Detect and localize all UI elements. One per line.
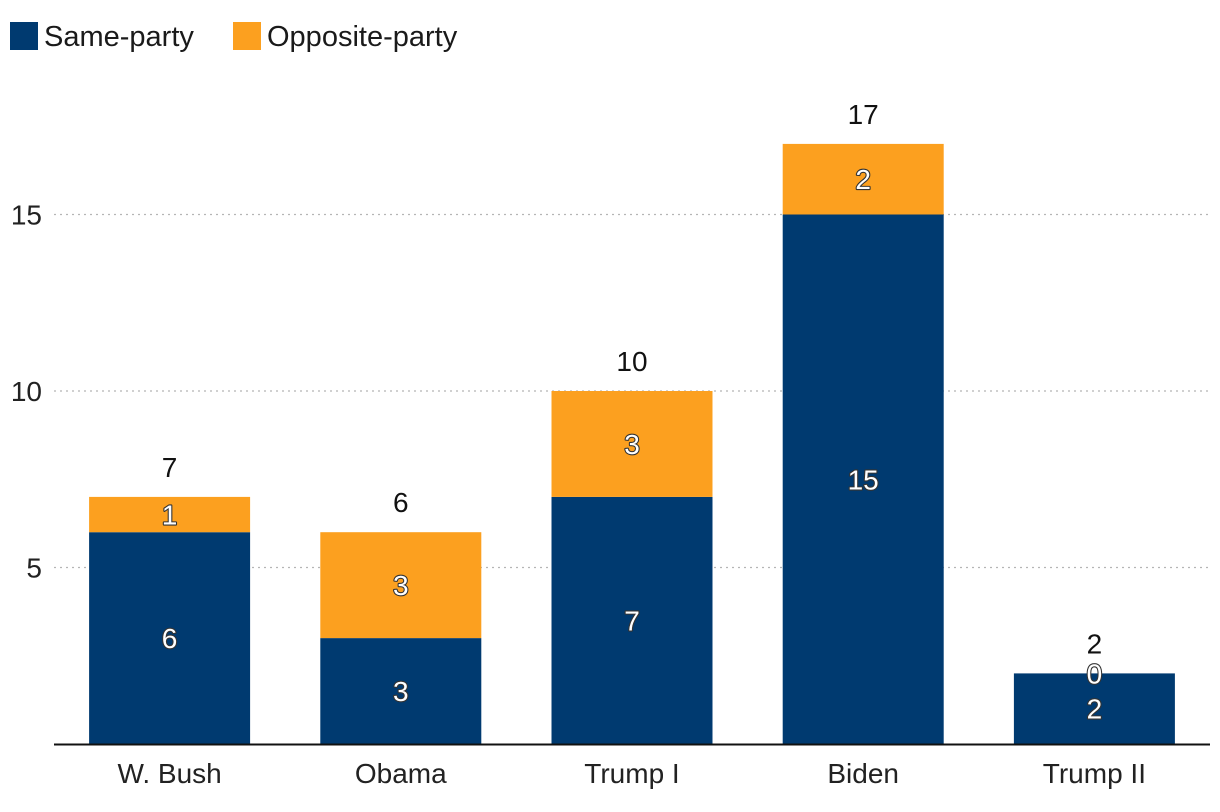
x-tick-label-4: Trump II [1043,758,1146,789]
total-label-0: 7 [162,452,178,483]
bar-same-party-0 [89,532,251,744]
bar-same-party-3 [782,214,944,744]
x-tick-label-0: W. Bush [117,758,221,789]
bar-opposite-party-3 [782,143,944,215]
total-label-3: 17 [848,99,879,130]
x-axis-ticks: W. Bush Obama Trump I Biden Trump II [117,758,1146,789]
legend-swatch-same-party [10,22,38,50]
x-tick-label-1: Obama [355,758,447,789]
bars [89,143,1175,744]
bar-same-party-1 [320,638,482,744]
bar-same-party-4 [1013,673,1175,744]
data-label-same-party-2: 7 [624,605,640,636]
total-label-1: 6 [393,487,409,518]
y-axis-ticks: 5 10 15 [11,200,42,584]
data-label-same-party-3: 15 [848,464,879,495]
bar-opposite-party-1 [320,532,482,639]
legend-swatch-opposite-party [233,22,261,50]
bar-opposite-party-2 [551,391,713,497]
y-tick-label-15: 15 [11,200,42,231]
total-label-4: 2 [1087,628,1103,659]
x-tick-label-3: Biden [827,758,899,789]
bar-same-party-2 [551,496,713,744]
data-label-same-party-0: 6 [162,623,178,654]
data-label-opposite-party-1: 3 [393,570,409,601]
y-tick-label-10: 10 [11,376,42,407]
legend: Same-party Opposite-party [10,21,458,53]
x-tick-label-2: Trump I [584,758,679,789]
data-label-same-party-1: 3 [393,676,409,707]
data-label-same-party-4: 2 [1087,694,1103,725]
legend-label-opposite-party: Opposite-party [267,21,458,53]
total-label-2: 10 [616,346,647,377]
y-tick-label-5: 5 [26,553,42,584]
data-label-opposite-party-3: 2 [855,164,871,195]
bar-opposite-party-0 [89,496,251,533]
legend-label-same-party: Same-party [44,21,194,53]
data-label-opposite-party-0: 1 [162,500,178,531]
data-label-opposite-party-4: 0 [1087,658,1103,689]
data-label-opposite-party-2: 3 [624,429,640,460]
